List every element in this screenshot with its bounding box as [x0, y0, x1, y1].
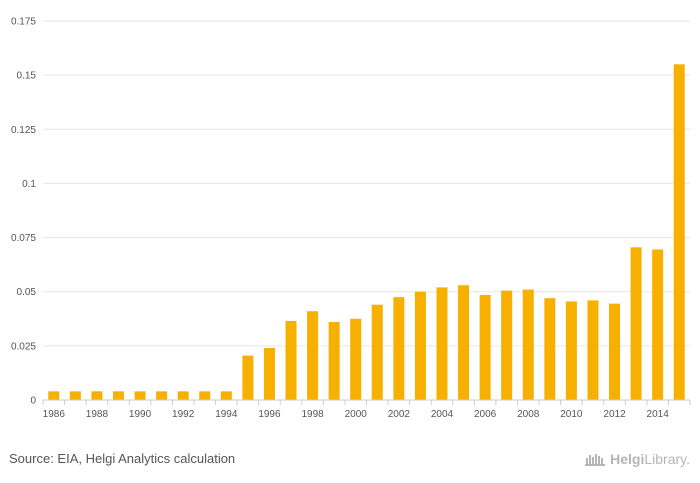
bar-2007[interactable]: [501, 290, 513, 400]
x-tick-label: 2010: [560, 409, 583, 420]
x-tick-label: 2002: [388, 409, 411, 420]
bar-1997[interactable]: [285, 320, 297, 400]
bar-2005[interactable]: [458, 285, 470, 400]
x-tick-label: 1992: [172, 409, 195, 420]
bar-2000[interactable]: [350, 318, 362, 400]
bar-1998[interactable]: [307, 311, 319, 400]
bar-2015[interactable]: [673, 64, 685, 401]
y-tick-label: 0.05: [17, 287, 37, 298]
bar-2008[interactable]: [522, 289, 534, 400]
bar-2004[interactable]: [436, 287, 448, 400]
x-tick-label: 1986: [43, 409, 66, 420]
x-tick-label: 2014: [647, 409, 670, 420]
bar-1994[interactable]: [220, 391, 232, 400]
bar-1995[interactable]: [242, 355, 254, 400]
brand-name: Helgi: [610, 451, 645, 467]
x-axis: [42, 399, 691, 405]
bar-1988[interactable]: [91, 391, 103, 400]
bar-1993[interactable]: [199, 391, 211, 400]
y-tick-label: 0.175: [11, 17, 36, 28]
y-tick-label: 0.075: [11, 233, 36, 244]
bar-2001[interactable]: [371, 304, 383, 400]
bar-2013[interactable]: [630, 247, 642, 400]
y-tick-label: 0: [30, 396, 36, 407]
bar-1996[interactable]: [263, 348, 275, 400]
bars: [48, 64, 685, 401]
bar-2010[interactable]: [565, 301, 577, 400]
bar-2002[interactable]: [393, 297, 405, 400]
x-tick-label: 2008: [517, 409, 540, 420]
bar-1986[interactable]: [48, 391, 60, 400]
bar-2009[interactable]: [544, 298, 556, 400]
x-tick-label: 1998: [301, 409, 324, 420]
bar-2003[interactable]: [414, 291, 426, 400]
x-tick-label: 2012: [603, 409, 626, 420]
bar-2011[interactable]: [587, 300, 599, 400]
y-tick-label: 0.025: [11, 341, 36, 352]
x-axis-labels: 1986 1988 1990 1992 1994 1996 1998 2000 2002 2004…: [43, 409, 670, 420]
x-tick-label: 2006: [474, 409, 497, 420]
x-tick-label: 1990: [129, 409, 152, 420]
x-tick-label: 2000: [345, 409, 368, 420]
y-axis-labels: 0 0.025 0.05 0.075 0.1 0.125 0.15 0.175: [11, 17, 36, 407]
gridlines: [43, 20, 690, 347]
bar-1990[interactable]: [134, 391, 146, 400]
x-tick-label: 2004: [431, 409, 454, 420]
x-tick-label: 1988: [86, 409, 109, 420]
brand-logo[interactable]: HelgiLibrary.: [585, 451, 690, 467]
y-tick-label: 0.125: [11, 125, 36, 136]
y-tick-label: 0.1: [22, 179, 36, 190]
x-tick-label: 1996: [258, 409, 281, 420]
brand-suffix: Library.: [644, 451, 690, 467]
source-note: Source: EIA, Helgi Analytics calculation: [9, 451, 236, 466]
bar-2014[interactable]: [652, 249, 664, 400]
bar-2012[interactable]: [609, 303, 621, 400]
bar-1989[interactable]: [112, 391, 124, 400]
y-tick-label: 0.15: [17, 71, 37, 82]
helgi-library-logo-icon: [585, 454, 606, 466]
bar-2006[interactable]: [479, 294, 491, 400]
x-tick-label: 1994: [215, 409, 238, 420]
bar-1987[interactable]: [69, 391, 81, 400]
bar-1999[interactable]: [328, 322, 340, 400]
bar-1992[interactable]: [177, 391, 189, 400]
bar-1991[interactable]: [156, 391, 168, 400]
